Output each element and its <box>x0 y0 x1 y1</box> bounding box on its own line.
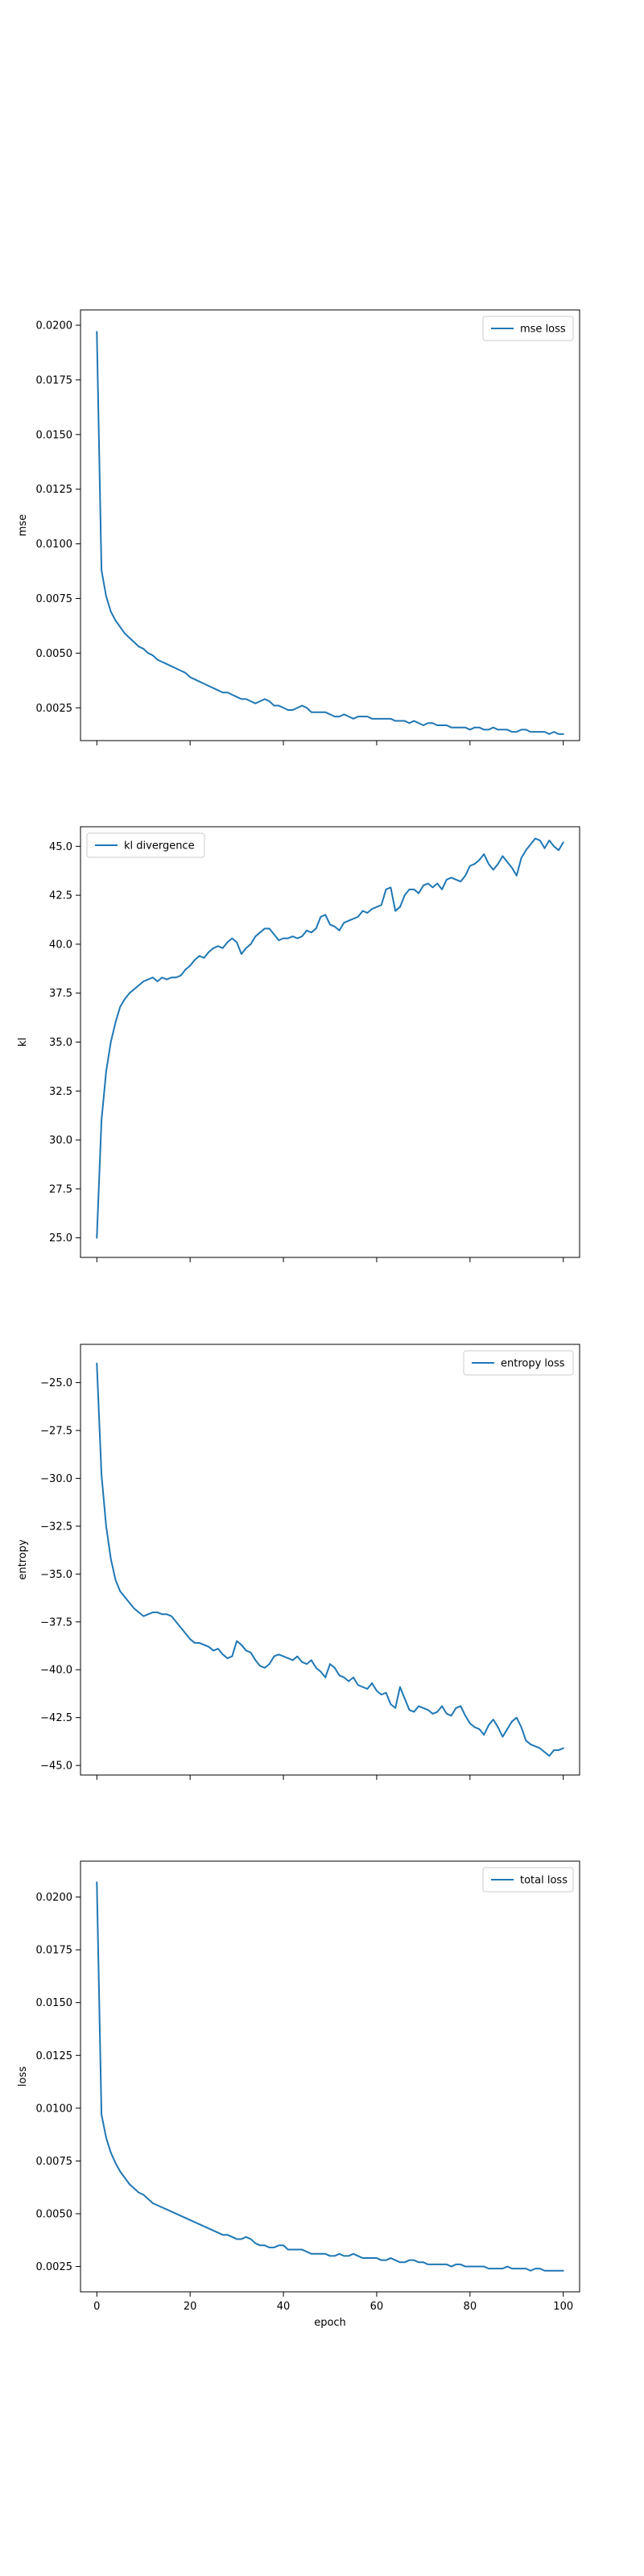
panel-2: 25.0 27.5 30.0 32.5 35.0 37.5 40.0 42.5 45.0 kl kl… <box>17 826 580 1262</box>
panel-4-x-tick-label: 60 <box>370 2301 384 2313</box>
panel-1-y-tick-label: 0.0125 <box>36 484 73 496</box>
legend-box <box>482 316 574 341</box>
panel-4-x-tick-label: 40 <box>277 2301 291 2313</box>
panel-3-y-tick-label: −25.0 <box>40 1377 72 1389</box>
panel-2-y-tick-label: 45.0 <box>49 841 72 853</box>
panel-4-x-tick-label: 20 <box>184 2301 197 2313</box>
panel-3-y-tick-label: −40.0 <box>40 1665 72 1677</box>
panel-2-y-tick-label: 35.0 <box>49 1037 72 1049</box>
entropy-loss-line <box>96 1362 564 1757</box>
panel-2-axes-frame <box>80 826 580 1258</box>
legend-label: entropy loss <box>501 1358 565 1370</box>
panel-4-y-tick-label: 0.0050 <box>36 2208 73 2220</box>
panel-3-y-tick-label: −45.0 <box>40 1761 72 1773</box>
panel-3-y-tick-label: −32.5 <box>40 1521 72 1533</box>
panel-3-y-tick-label: −35.0 <box>40 1569 72 1581</box>
panel-4-y-tick-label: 0.0100 <box>36 2103 73 2115</box>
panel-1-y-tick-label: 0.0075 <box>36 593 73 605</box>
mse-loss-line <box>96 331 564 735</box>
legend-box <box>463 1350 574 1376</box>
panel-4-legend: total loss <box>482 1867 574 1893</box>
panel-1-y-tick-label: 0.0150 <box>36 429 73 441</box>
legend-label: kl divergence <box>124 840 195 852</box>
panel-3: −45.0 −42.5 −40.0 −37.5 −35.0 −32.5 −30.0 −27.5… <box>17 1344 580 1780</box>
panel-4: 0 20 40 60 80 100 0.0025 0.0050 0.0075 0.0100 0.01… <box>17 1860 580 2329</box>
legend-label: mse loss <box>520 324 566 336</box>
panel-2-y-tick-label: 40.0 <box>49 939 72 951</box>
panel-2-y-tick-label: 42.5 <box>49 890 72 902</box>
panel-4-y-tick-label: 0.0025 <box>36 2261 73 2273</box>
legend-box <box>482 1867 574 1893</box>
panel-1-y-axis-label: mse <box>17 514 29 536</box>
panel-4-x-axis-label: epoch <box>314 2317 346 2329</box>
panel-1-y-tick-label: 0.0200 <box>36 320 73 332</box>
panel-4-x-tick-label: 0 <box>93 2301 100 2313</box>
panel-4-y-tick-label: 0.0150 <box>36 1997 73 2009</box>
panel-1-legend: mse loss <box>482 316 574 341</box>
panel-1-axes-frame <box>80 309 580 741</box>
panel-3-y-tick-label: −30.0 <box>40 1473 72 1485</box>
panel-4-x-tick-label: 80 <box>464 2301 477 2313</box>
legend-label: total loss <box>520 1875 568 1887</box>
panel-3-y-tick-label: −27.5 <box>40 1426 72 1438</box>
legend-box <box>86 832 205 858</box>
panel-3-y-axis-label: entropy <box>17 1539 29 1580</box>
panel-2-y-tick-label: 25.0 <box>49 1232 72 1245</box>
panel-3-y-tick-label: −37.5 <box>40 1616 72 1629</box>
panel-2-y-tick-label: 37.5 <box>49 988 72 1000</box>
panel-3-axes-frame <box>80 1344 580 1776</box>
panel-1-y-tick-label: 0.0100 <box>36 539 73 551</box>
panel-2-y-tick-label: 27.5 <box>49 1183 72 1195</box>
panel-4-y-tick-label: 0.0200 <box>36 1892 73 1904</box>
panel-4-y-tick-label: 0.0175 <box>36 1945 73 1957</box>
panel-1-y-tick-label: 0.0175 <box>36 374 73 386</box>
kl-divergence-line <box>96 837 564 1239</box>
panel-2-legend: kl divergence <box>86 832 205 858</box>
panel-2-y-axis-label: kl <box>17 1038 29 1046</box>
total-loss-line <box>96 1881 564 2272</box>
panel-4-axes-frame <box>80 1860 580 2293</box>
panel-2-y-tick-label: 32.5 <box>49 1086 72 1098</box>
panel-4-y-tick-label: 0.0125 <box>36 2050 73 2062</box>
panel-3-legend: entropy loss <box>463 1350 574 1376</box>
panel-4-y-tick-label: 0.0075 <box>36 2156 73 2168</box>
panel-1-y-tick-label: 0.0025 <box>36 703 73 715</box>
panel-4-x-tick-label: 100 <box>553 2301 573 2313</box>
panel-1: 0.0025 0.0050 0.0075 0.0100 0.0125 0.0150 0.01… <box>17 309 580 745</box>
panel-4-y-axis-label: loss <box>17 2066 29 2087</box>
panel-2-y-tick-label: 30.0 <box>49 1135 72 1147</box>
panel-1-y-tick-label: 0.0050 <box>36 648 73 660</box>
panel-3-y-tick-label: −42.5 <box>40 1712 72 1724</box>
